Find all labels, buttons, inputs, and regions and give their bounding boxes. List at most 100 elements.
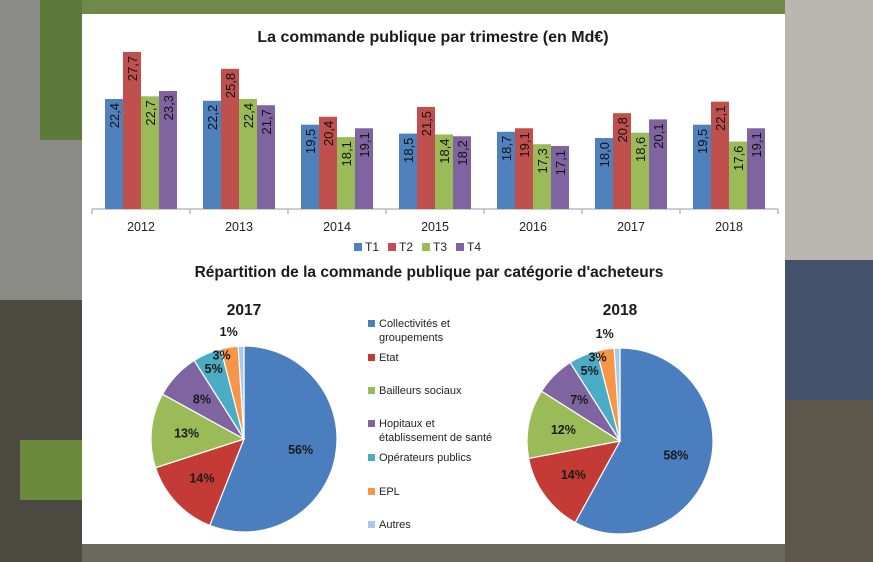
bar-data-label: 23,3 <box>161 95 176 120</box>
pie-data-label: 3% <box>213 348 231 362</box>
bar-t2-2012 <box>123 51 141 209</box>
bar-data-label: 19,1 <box>517 132 532 157</box>
x-tick-label: 2017 <box>617 220 645 234</box>
bar-t4-2014 <box>355 128 373 209</box>
x-tick-label: 2016 <box>519 220 547 234</box>
bar-data-label: 20,1 <box>651 123 666 148</box>
bar-t1-2015 <box>399 133 417 209</box>
bar-t4-2015 <box>453 136 471 209</box>
pie-data-label: 1% <box>220 325 238 339</box>
x-tick-label: 2018 <box>715 220 743 234</box>
bar-data-label: 22,1 <box>713 106 728 131</box>
pie-legend-swatch <box>368 320 375 327</box>
bar-data-label: 19,1 <box>357 132 372 157</box>
pie-slice <box>574 347 714 535</box>
pie-legend-label: établissement de santé <box>379 432 492 444</box>
pie-legend-swatch <box>368 354 375 361</box>
pie-data-label: 8% <box>193 393 211 407</box>
bar-t2-2017 <box>613 113 631 209</box>
bar-data-label: 19,1 <box>749 132 764 157</box>
pie-data-label: 1% <box>596 327 614 341</box>
pie-data-label: 5% <box>581 364 599 378</box>
pie-data-label: 14% <box>189 471 214 485</box>
legend-swatch-t4 <box>456 243 464 251</box>
bar-t3-2012 <box>141 96 159 209</box>
bar-data-label: 25,8 <box>223 73 238 98</box>
x-tick-label: 2012 <box>127 220 155 234</box>
bar-data-label: 18,5 <box>401 138 416 163</box>
bar-data-label: 19,5 <box>303 129 318 154</box>
pie-data-label: 12% <box>551 423 576 437</box>
bar-chart-title: La commande publique par trimestre (en M… <box>257 29 608 46</box>
pie-slice <box>526 390 622 460</box>
pie-legend-swatch <box>368 387 375 394</box>
pie-slice <box>527 440 622 524</box>
bar-t2-2013 <box>221 68 239 209</box>
legend-label-t4: T4 <box>467 240 481 254</box>
pie-legend-swatch <box>368 420 375 427</box>
bar-data-label: 18,2 <box>455 140 470 165</box>
bar-t3-2015 <box>435 134 453 209</box>
bar-data-label: 19,5 <box>695 129 710 154</box>
pie-legend-label: EPL <box>379 486 400 498</box>
pie-title: 2017 <box>227 302 261 319</box>
bar-t4-2017 <box>649 119 667 209</box>
pie-slice <box>208 345 338 533</box>
bar-data-label: 18,7 <box>499 136 514 161</box>
bar-t2-2014 <box>319 116 337 209</box>
bar-t4-2012 <box>159 91 177 209</box>
bar-t3-2017 <box>631 132 649 209</box>
pie-legend-label: Opérateurs publics <box>379 452 472 464</box>
x-tick-label: 2013 <box>225 220 253 234</box>
bar-t3-2013 <box>239 98 257 209</box>
bar-t4-2018 <box>747 128 765 209</box>
bar-data-label: 22,4 <box>107 103 122 128</box>
chart-canvas: La commande publique par trimestre (en M… <box>91 29 779 535</box>
pie-legend-label: Autres <box>379 519 411 531</box>
bar-data-label: 22,7 <box>143 100 158 125</box>
legend-swatch-t3 <box>422 243 430 251</box>
legend-label-t2: T2 <box>399 240 413 254</box>
bar-data-label: 22,4 <box>241 103 256 128</box>
pie-slice <box>613 347 621 442</box>
pie-legend-swatch <box>368 488 375 495</box>
bar-data-label: 20,8 <box>615 117 630 142</box>
bar-t4-2016 <box>551 146 569 209</box>
legend-label-t1: T1 <box>365 240 379 254</box>
bar-data-label: 20,4 <box>321 121 336 146</box>
bar-data-label: 18,6 <box>633 137 648 162</box>
legend-label-t3: T3 <box>433 240 447 254</box>
pie-data-label: 3% <box>589 350 607 364</box>
pie-chart-2018: 2018 58% 14% 12% 7% 5%3% 1% <box>526 302 714 535</box>
bar-t1-2016 <box>497 131 515 209</box>
bar-t2-2018 <box>711 101 729 209</box>
pie-legend-label: Hopitaux et <box>379 418 435 430</box>
bar-t1-2013 <box>203 100 221 209</box>
bar-data-label: 17,3 <box>535 148 550 173</box>
pie-slice <box>237 345 245 440</box>
bar-t3-2016 <box>533 144 551 209</box>
bar-t2-2016 <box>515 128 533 209</box>
pie-legend-swatch <box>368 521 375 528</box>
bar-data-label: 22,2 <box>205 105 220 130</box>
pie-legend-label: Bailleurs sociaux <box>379 385 462 397</box>
legend-swatch-t2 <box>388 243 396 251</box>
pie-legend-label: groupements <box>379 332 444 344</box>
pie-legend-label: Collectivités et <box>379 318 450 330</box>
pie-legend-label: Etat <box>379 352 399 364</box>
bar-data-label: 21,7 <box>259 109 274 134</box>
bar-data-label: 17,6 <box>731 146 746 171</box>
bar-t1-2014 <box>301 124 319 209</box>
bar-data-label: 18,4 <box>437 138 452 163</box>
bar-chart: La commande publique par trimestre (en M… <box>91 29 779 254</box>
pie-data-label: 5% <box>205 362 223 376</box>
pie-section-title: Répartition de la commande publique par … <box>195 264 664 281</box>
bar-t1-2017 <box>595 138 613 209</box>
bar-data-label: 21,5 <box>419 111 434 136</box>
bar-data-label: 17,1 <box>553 150 568 175</box>
bar-data-label: 27,7 <box>125 56 140 81</box>
legend-swatch-t1 <box>354 243 362 251</box>
x-tick-label: 2015 <box>421 220 449 234</box>
bar-data-label: 18,1 <box>339 141 354 166</box>
pie-chart-2017: 2017 56% 14% 13% 8% 5%3% 1% <box>150 302 338 533</box>
